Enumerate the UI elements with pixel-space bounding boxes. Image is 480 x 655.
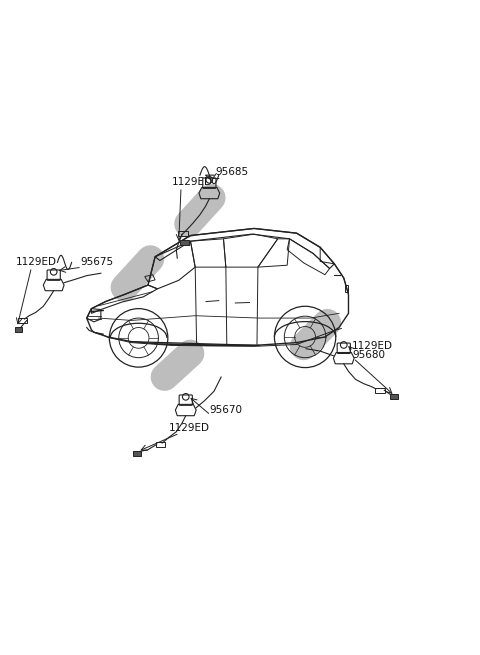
Text: 95685: 95685 xyxy=(216,166,249,177)
Text: 95670: 95670 xyxy=(209,405,242,415)
FancyBboxPatch shape xyxy=(180,240,189,246)
FancyBboxPatch shape xyxy=(133,451,141,456)
Text: 1129ED: 1129ED xyxy=(169,423,210,433)
Text: 1129ED: 1129ED xyxy=(172,177,213,187)
Text: 1129ED: 1129ED xyxy=(352,341,393,351)
FancyBboxPatch shape xyxy=(390,394,398,399)
FancyBboxPatch shape xyxy=(14,327,22,331)
Text: 95675: 95675 xyxy=(81,257,114,267)
Text: 1129ED: 1129ED xyxy=(16,257,57,267)
Text: 95680: 95680 xyxy=(352,350,385,360)
